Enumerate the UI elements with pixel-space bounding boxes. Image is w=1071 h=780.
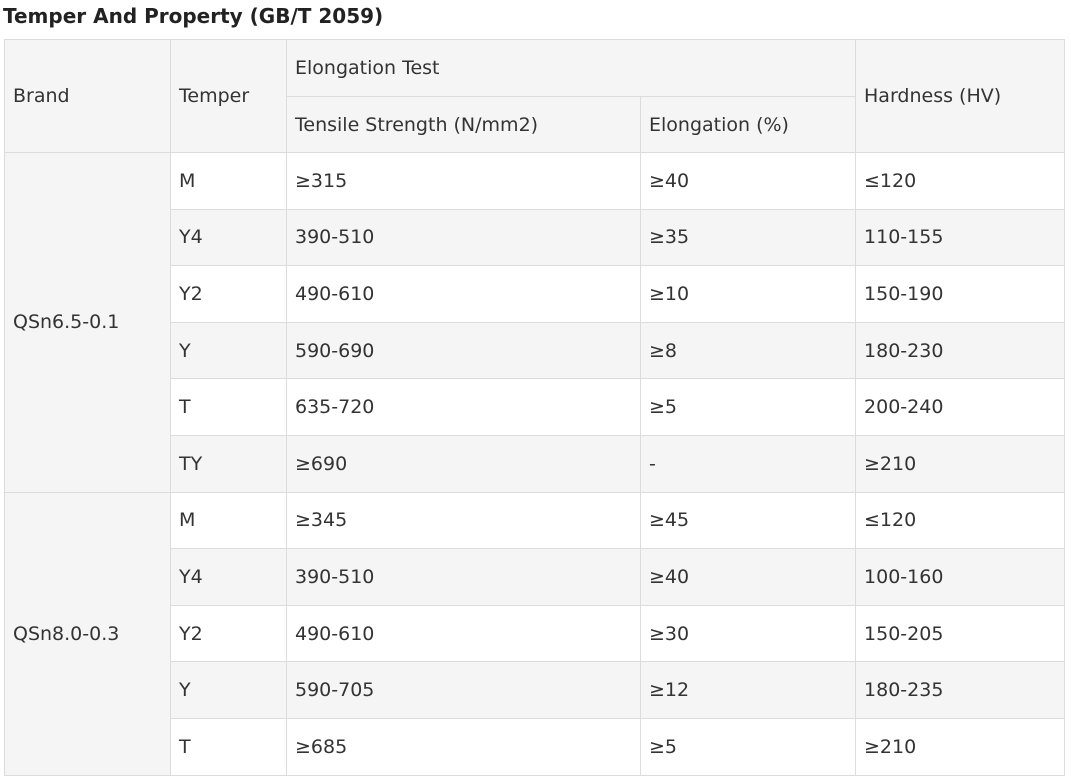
temper-cell: Y2	[170, 604, 287, 663]
hardness-cell: ≤120	[855, 152, 1066, 210]
table-row: Y 590-690 ≥8 180-230	[5, 321, 1066, 380]
brand-cell: QSn8.0-0.3	[4, 491, 171, 776]
table-row: Y 590-705 ≥12 180-235	[5, 661, 1066, 719]
hardness-cell: ≤120	[855, 491, 1066, 550]
temper-cell: T	[170, 717, 287, 776]
table-row: TY ≥690- ≥210	[5, 434, 1066, 493]
elongation-cell: ≥12	[639, 661, 857, 719]
temper-cell: Y	[170, 661, 287, 719]
header-tensile-strength: Tensile Strength (N/mm2)	[286, 96, 641, 153]
elongation-cell: ≥40	[639, 152, 857, 210]
temper-cell: Y2	[170, 265, 287, 323]
temper-cell: M	[170, 491, 287, 550]
table-row: T ≥685 ≥5 ≥210	[5, 717, 1066, 776]
elongation-cell: ≥45	[639, 491, 857, 550]
page-title: Temper And Property (GB/T 2059)	[3, 4, 384, 28]
header-hardness: Hardness (HV)	[855, 39, 1066, 153]
tensile-cell: ≥345	[286, 491, 641, 550]
elongation-cell: ≥8	[639, 321, 857, 380]
header-brand: Brand	[4, 39, 171, 153]
property-table: Brand Temper Elongation Test Hardness (H…	[4, 39, 1066, 776]
tensile-cell: 590-690	[286, 321, 641, 380]
table-row: Y2 490-610 ≥10 150-190	[5, 265, 1066, 323]
table-row: Y4 390-510 ≥35 110-155	[5, 208, 1066, 267]
table-body: Brand Temper Elongation Test Hardness (H…	[4, 39, 1066, 776]
elongation-cell: ≥5	[639, 717, 857, 776]
tensile-cell: ≥690	[286, 434, 641, 493]
table-row: Y2 490-610 ≥30 150-205	[5, 604, 1066, 663]
tensile-cell: 390-510	[286, 208, 641, 267]
header-elongation: Elongation (%)	[639, 96, 857, 153]
tensile-cell: 490-610	[286, 265, 641, 323]
hardness-cell: 200-240	[855, 378, 1066, 436]
hardness-cell: ≥210	[855, 717, 1066, 776]
table-row: QSn6.5-0.1 M ≥315 ≥40 ≤120	[4, 152, 1066, 493]
elongation-cell: ≥40	[639, 548, 857, 606]
header-row: Brand Temper Elongation Test Hardness (H…	[4, 39, 1066, 153]
tensile-cell: 490-610	[286, 604, 641, 663]
elongation-cell: ≥35	[639, 208, 857, 267]
elongation-cell: ≥30	[639, 604, 857, 663]
hardness-cell: 100-160	[855, 548, 1066, 606]
elongation-cell: ≥5	[639, 378, 857, 436]
hardness-cell: ≥210	[855, 434, 1066, 493]
temper-cell: M	[170, 152, 287, 210]
temper-cell: Y4	[170, 548, 287, 606]
header-row: Tensile Strength (N/mm2) Elongation (%)	[5, 96, 1065, 153]
temper-cell: T	[170, 378, 287, 436]
header-elongation-test: Elongation Test	[285, 39, 857, 97]
brand-cell: QSn6.5-0.1	[4, 152, 171, 493]
table-row: QSn8.0-0.3 M ≥345 ≥45 ≤120	[4, 491, 1066, 776]
hardness-cell: 150-205	[855, 604, 1066, 663]
hardness-cell: 180-230	[855, 321, 1066, 380]
header-temper: Temper	[170, 39, 287, 153]
hardness-cell: 150-190	[855, 265, 1066, 323]
table-row: Y4 390-510 ≥40 100-160	[5, 548, 1066, 606]
hardness-cell: 180-235	[855, 661, 1066, 719]
temper-cell: Y	[170, 321, 287, 380]
temper-cell: Y4	[170, 208, 287, 267]
tensile-cell: ≥685	[286, 717, 641, 776]
table-row: T 635-720 ≥5 200-240	[5, 378, 1066, 436]
temper-cell: TY	[170, 434, 287, 493]
hardness-cell: 110-155	[855, 208, 1066, 267]
tensile-cell: 590-705	[286, 661, 641, 719]
tensile-cell: 390-510	[286, 548, 641, 606]
elongation-cell: -	[639, 434, 857, 493]
elongation-cell: ≥10	[639, 265, 857, 323]
tensile-cell: ≥315	[286, 152, 641, 210]
tensile-cell: 635-720	[286, 378, 641, 436]
